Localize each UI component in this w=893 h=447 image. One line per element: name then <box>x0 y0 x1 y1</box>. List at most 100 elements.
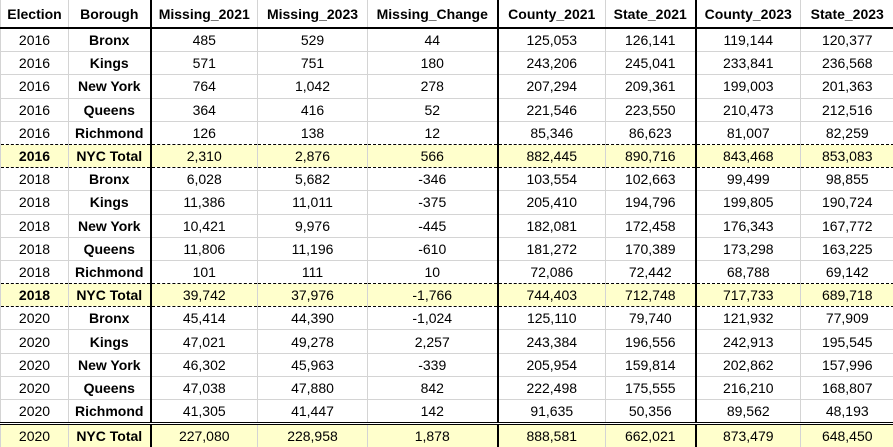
table-cell: 10,421 <box>149 214 258 238</box>
table-cell: 180 <box>367 51 498 76</box>
table-cell: 168,807 <box>800 376 893 401</box>
table-cell: 216,210 <box>694 376 801 401</box>
table-cell: 364 <box>149 98 258 122</box>
table-cell: NYC Total <box>68 283 151 308</box>
table-cell: 159,814 <box>605 353 696 377</box>
table-cell: 138 <box>257 121 368 145</box>
table-cell: 181,272 <box>496 237 606 261</box>
table-row: 2018 Richmond 101 111 10 72,086 72,442 68,788 69… <box>0 260 893 285</box>
table-cell: 648,450 <box>800 422 893 447</box>
table-cell: 207,294 <box>496 74 606 99</box>
table-cell: 245,041 <box>605 51 696 76</box>
table-cell: 163,225 <box>800 237 893 261</box>
table-cell: 49,278 <box>257 329 368 354</box>
table-cell: -1,024 <box>367 306 498 331</box>
table-cell: 190,724 <box>800 190 893 215</box>
table-cell: 842 <box>367 376 498 401</box>
table-cell: Queens <box>68 98 151 122</box>
table-cell: 69,142 <box>800 260 893 285</box>
table-cell: 111 <box>257 260 368 285</box>
table-cell: 243,206 <box>496 51 606 76</box>
table-cell: 39,742 <box>149 283 258 308</box>
table-cell: -610 <box>367 237 498 261</box>
table-cell: 223,550 <box>605 98 696 122</box>
table-cell: 222,498 <box>496 376 606 401</box>
table-cell: 11,011 <box>257 190 368 215</box>
table-cell: NYC Total <box>68 144 151 169</box>
table-cell: 2020 <box>0 376 69 401</box>
table-cell: 172,458 <box>605 214 696 238</box>
table-row: 2020 NYC Total 227,080 228,958 1,878 888,581 6… <box>0 422 893 447</box>
table-cell: 416 <box>257 98 368 122</box>
table-cell: Richmond <box>68 399 151 425</box>
table-cell: 47,880 <box>257 376 368 401</box>
table-row: 2020 Queens 47,038 47,880 842 222,498 175,555 2… <box>0 376 893 401</box>
column-header: Missing_Change <box>367 0 498 29</box>
table-cell: 2020 <box>0 422 69 447</box>
table-cell: 173,298 <box>694 237 801 261</box>
column-header: Missing_2021 <box>149 0 258 29</box>
table-cell: Bronx <box>68 167 151 192</box>
table-cell: Bronx <box>68 306 151 331</box>
table-cell: Kings <box>68 190 151 215</box>
table-cell: 202,862 <box>694 353 801 377</box>
table-cell: 119,144 <box>694 28 801 53</box>
table-cell: 48,193 <box>800 399 893 425</box>
column-header: Borough <box>68 0 151 29</box>
table-cell: 120,377 <box>800 28 893 53</box>
table-cell: 278 <box>367 74 498 99</box>
table-row: 2018 New York 10,421 9,976 -445 182,081 172,45… <box>0 214 893 238</box>
table-cell: 2018 <box>0 190 69 215</box>
table-cell: 103,554 <box>496 167 606 192</box>
table-cell: 125,053 <box>496 28 606 53</box>
table-cell: New York <box>68 214 151 238</box>
table-row: 2020 Richmond 41,305 41,447 142 91,635 50,356 8… <box>0 399 893 425</box>
table-cell: 45,414 <box>149 306 258 331</box>
table-cell: 195,545 <box>800 329 893 354</box>
table-cell: 2018 <box>0 214 69 238</box>
table-cell: -346 <box>367 167 498 192</box>
table-cell: 91,635 <box>496 399 606 425</box>
table-cell: 751 <box>257 51 368 76</box>
table-cell: 72,086 <box>496 260 606 285</box>
table-cell: Richmond <box>68 121 151 145</box>
table-cell: 2018 <box>0 283 69 308</box>
table-cell: 199,003 <box>694 74 801 99</box>
table-row: 2018 Bronx 6,028 5,682 -346 103,554 102,663 99,… <box>0 167 893 192</box>
table-cell: 2016 <box>0 74 69 99</box>
table-cell: 882,445 <box>496 144 606 169</box>
table-cell: 85,346 <box>496 121 606 145</box>
column-header: State_2023 <box>800 0 893 29</box>
table-cell: 47,021 <box>149 329 258 354</box>
table-cell: 873,479 <box>694 422 801 447</box>
table-cell: Queens <box>68 376 151 401</box>
table-cell: 888,581 <box>496 422 606 447</box>
table-cell: 2020 <box>0 329 69 354</box>
header-row: Election Borough Missing_2021 Missing_2023 M… <box>0 0 893 29</box>
table-cell: 102,663 <box>605 167 696 192</box>
table-cell: 2016 <box>0 28 69 53</box>
table-cell: 853,083 <box>800 144 893 169</box>
table-cell: 242,913 <box>694 329 801 354</box>
table-cell: 37,976 <box>257 283 368 308</box>
table-row: 2016 Bronx 485 529 44 125,053 126,141 119,144 12… <box>0 28 893 53</box>
table-cell: 228,958 <box>257 422 368 447</box>
table-cell: 125,110 <box>496 306 606 331</box>
table-cell: 2016 <box>0 121 69 145</box>
table-cell: 243,384 <box>496 329 606 354</box>
table-cell: 712,748 <box>605 283 696 308</box>
table-cell: -445 <box>367 214 498 238</box>
table-cell: 233,841 <box>694 51 801 76</box>
table-cell: 142 <box>367 399 498 425</box>
table-row: 2018 Queens 11,806 11,196 -610 181,272 170,389… <box>0 237 893 261</box>
table-cell: 764 <box>149 74 258 99</box>
table-cell: Kings <box>68 51 151 76</box>
table-cell: 11,196 <box>257 237 368 261</box>
table-cell: 689,718 <box>800 283 893 308</box>
table-cell: 81,007 <box>694 121 801 145</box>
table-cell: Kings <box>68 329 151 354</box>
table-cell: 68,788 <box>694 260 801 285</box>
table-cell: 196,556 <box>605 329 696 354</box>
